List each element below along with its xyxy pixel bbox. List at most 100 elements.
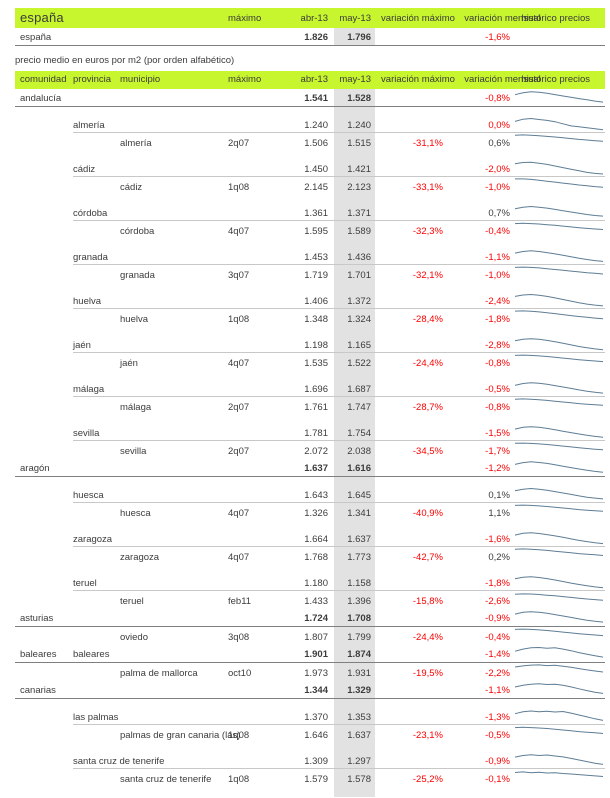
cell-may-13: 1.616: [347, 463, 371, 474]
price-history-sparkline: [514, 548, 604, 556]
cell-maximo: 1q08: [228, 182, 250, 193]
cell-may-13: 1.515: [347, 138, 371, 149]
cell-variacion-mensual: -1,0%: [485, 270, 510, 281]
row-divider: [73, 724, 605, 725]
cell-maximo: 2q07: [228, 446, 250, 457]
cell-variacion-maximo: -33,1%: [412, 182, 443, 193]
cell-abr-13: 1.535: [304, 358, 328, 369]
cell-municipio: zaragoza: [120, 552, 160, 563]
table-row: sevilla 2q07 2.072 2.038 -34,5% -1,7%: [15, 441, 605, 459]
cell-municipio: teruel: [120, 596, 144, 607]
cell-variacion-mensual: -1,2%: [485, 463, 510, 474]
header-municipio: municipio: [120, 74, 161, 85]
cell-provincia: santa cruz de tenerife: [73, 756, 165, 767]
cell-abr-13: 1.781: [304, 428, 328, 439]
cell-municipio: huelva: [120, 314, 148, 325]
cell-abr-13: 1.433: [304, 596, 328, 607]
cell-may-13: 1.799: [347, 632, 371, 643]
cell-may-13: 1.371: [347, 208, 371, 219]
cell-abr-13: 1.826: [304, 32, 328, 43]
price-history-sparkline: [514, 754, 604, 765]
cell-variacion-maximo: -40,9%: [412, 508, 443, 519]
cell-maximo: 2q07: [228, 138, 250, 149]
cell-variacion-mensual: 0,0%: [488, 120, 510, 131]
row-divider: [73, 220, 605, 221]
cell-abr-13: 1.696: [304, 384, 328, 395]
header-comunidad: comunidad: [20, 74, 67, 85]
cell-abr-13: 1.348: [304, 314, 328, 325]
price-history-sparkline: [514, 442, 604, 451]
cell-provincia: cádiz: [73, 164, 96, 175]
cell-comunidad: andalucía: [20, 93, 62, 104]
cell-municipio: córdoba: [120, 226, 155, 237]
price-history-sparkline: [514, 726, 604, 734]
cell-variacion-mensual: -2,2%: [485, 668, 510, 679]
cell-may-13: 1.708: [347, 613, 371, 624]
row-divider: [73, 546, 605, 547]
table-row: jaén 1.198 1.165 -2,8%: [15, 335, 605, 353]
table-row: cádiz 1q08 2.145 2.123 -33,1% -1,0%: [15, 177, 605, 195]
row-divider: [73, 590, 605, 591]
cell-maximo: 2q07: [228, 402, 250, 413]
cell-maximo: oct10: [228, 668, 252, 679]
row-divider: [73, 176, 605, 177]
table-row: huelva 1q08 1.348 1.324 -28,4% -1,8%: [15, 309, 605, 327]
cell-variacion-mensual: -2,4%: [485, 296, 510, 307]
header-historico-precios: histórico precios: [521, 13, 590, 24]
row-divider: [73, 396, 605, 397]
cell-may-13: 1.637: [347, 730, 371, 741]
price-history-sparkline: [514, 664, 604, 673]
cell-abr-13: 1.453: [304, 252, 328, 263]
cell-may-13: 1.158: [347, 578, 371, 589]
cell-provincia: huesca: [73, 490, 104, 501]
price-history-sparkline: [514, 611, 604, 623]
cell-abr-13: 1.180: [304, 578, 328, 589]
table-row: oviedo 3q08 1.807 1.799 -24,4% -0,4%: [15, 627, 605, 645]
cell-municipio: jaén: [120, 358, 138, 369]
cell-comunidad: asturias: [20, 613, 54, 624]
header-variacion-mensual: variación mensual: [464, 13, 541, 24]
cell-abr-13: 1.406: [304, 296, 328, 307]
cell-abr-13: 2.072: [304, 446, 328, 457]
price-history-sparkline: [514, 250, 604, 262]
cell-municipio: cádiz: [120, 182, 143, 193]
section-label: precio medio en euros por m2 (por orden …: [15, 55, 235, 66]
price-table-body: andalucía 1.541 1.528 -0,8% almería 1.240 1.24…: [15, 89, 605, 797]
price-history-sparkline: [514, 91, 604, 103]
cell-variacion-maximo: -31,1%: [412, 138, 443, 149]
cell-municipio: málaga: [120, 402, 152, 413]
cell-variacion-maximo: -28,7%: [412, 402, 443, 413]
cell-may-13: 1.329: [347, 685, 371, 696]
cell-variacion-mensual: 0,7%: [488, 208, 510, 219]
espana-title: españa: [20, 10, 64, 25]
cell-variacion-mensual: -1,1%: [485, 685, 510, 696]
cell-provincia: córdoba: [73, 208, 108, 219]
cell-variacion-maximo: -15,8%: [412, 596, 443, 607]
price-history-sparkline: [514, 134, 604, 142]
table-row: almería 1.240 1.240 0,0%: [15, 115, 605, 133]
price-history-sparkline: [514, 461, 604, 473]
cell-variacion-mensual: -0,9%: [485, 613, 510, 624]
cell-variacion-mensual: -2,0%: [485, 164, 510, 175]
cell-variacion-mensual: -0,8%: [485, 93, 510, 104]
price-history-sparkline: [514, 382, 604, 394]
cell-variacion-maximo: -24,4%: [412, 632, 443, 643]
cell-may-13: 1.436: [347, 252, 371, 263]
table-row: santa cruz de tenerife 1q08 1.579 1.578 -25,…: [15, 769, 605, 787]
cell-abr-13: 1.724: [304, 613, 328, 624]
cell-variacion-maximo: -32,3%: [412, 226, 443, 237]
cell-may-13: 1.773: [347, 552, 371, 563]
cell-abr-13: 1.664: [304, 534, 328, 545]
cell-may-13: 1.240: [347, 120, 371, 131]
price-history-sparkline: [514, 161, 604, 175]
cell-variacion-mensual: -1,4%: [485, 649, 510, 660]
cell-abr-13: 1.344: [304, 685, 328, 696]
cell-variacion-mensual: -1,3%: [485, 712, 510, 723]
cell-pais: españa: [20, 32, 52, 43]
table-row: teruel 1.180 1.158 -1,8%: [15, 573, 605, 591]
cell-municipio: santa cruz de tenerife: [120, 774, 212, 785]
price-history-sparkline: [514, 293, 604, 307]
may-13-highlight-strip: [334, 89, 375, 797]
table-row: córdoba 4q07 1.595 1.589 -32,3% -0,4%: [15, 221, 605, 239]
